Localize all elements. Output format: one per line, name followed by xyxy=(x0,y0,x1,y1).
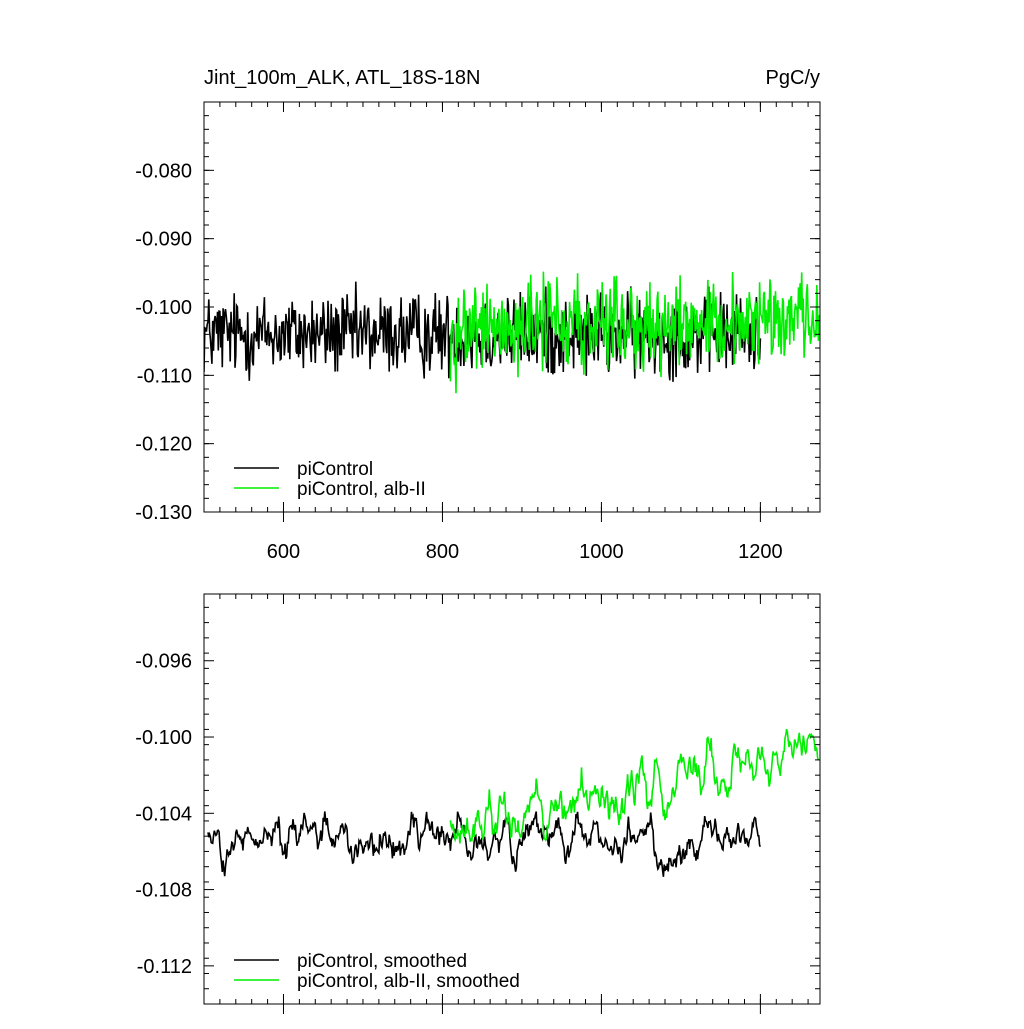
y-tick-label: -0.080 xyxy=(135,160,192,182)
x-tick-label: 800 xyxy=(426,541,459,563)
plot-frame xyxy=(203,593,821,1005)
legend-label-2: piControl, alb-II xyxy=(297,479,426,500)
y-tick-label: -0.100 xyxy=(135,727,192,749)
y-tick-label: -0.130 xyxy=(135,502,192,524)
y-tick-label: -0.090 xyxy=(135,229,192,251)
series-line-2 xyxy=(449,728,820,844)
x-tick-label: 1000 xyxy=(579,541,624,563)
y-tick-label: -0.110 xyxy=(137,365,192,387)
legend-label-1: piControl, smoothed xyxy=(297,951,467,972)
y-tick-label: -0.100 xyxy=(135,297,192,319)
y-tick-label: -0.104 xyxy=(135,803,192,825)
series-line-2 xyxy=(449,271,820,394)
x-tick-label: 600 xyxy=(267,541,300,563)
x-tick-label: 1200 xyxy=(738,541,783,563)
legend-label-1: piControl xyxy=(297,459,373,480)
chart-title: Jint_100m_ALK, ATL_18S-18N xyxy=(204,67,480,89)
legend-label-2: piControl, alb-II, smoothed xyxy=(297,971,520,992)
units-label: PgC/y xyxy=(766,67,820,89)
chart-panel-1: -0.080 -0.090 -0.100 -0.110 -0.120 -0.130 600 8… xyxy=(135,67,821,563)
chart-panel-2: -0.096 -0.100 -0.104 -0.108 -0.112 piControl,… xyxy=(135,593,821,1014)
series-line-1 xyxy=(207,811,762,877)
y-tick-label: -0.120 xyxy=(135,434,192,456)
y-tick-label: -0.096 xyxy=(135,651,192,673)
y-tick-label: -0.112 xyxy=(137,956,192,978)
y-tick-label: -0.108 xyxy=(135,880,192,902)
